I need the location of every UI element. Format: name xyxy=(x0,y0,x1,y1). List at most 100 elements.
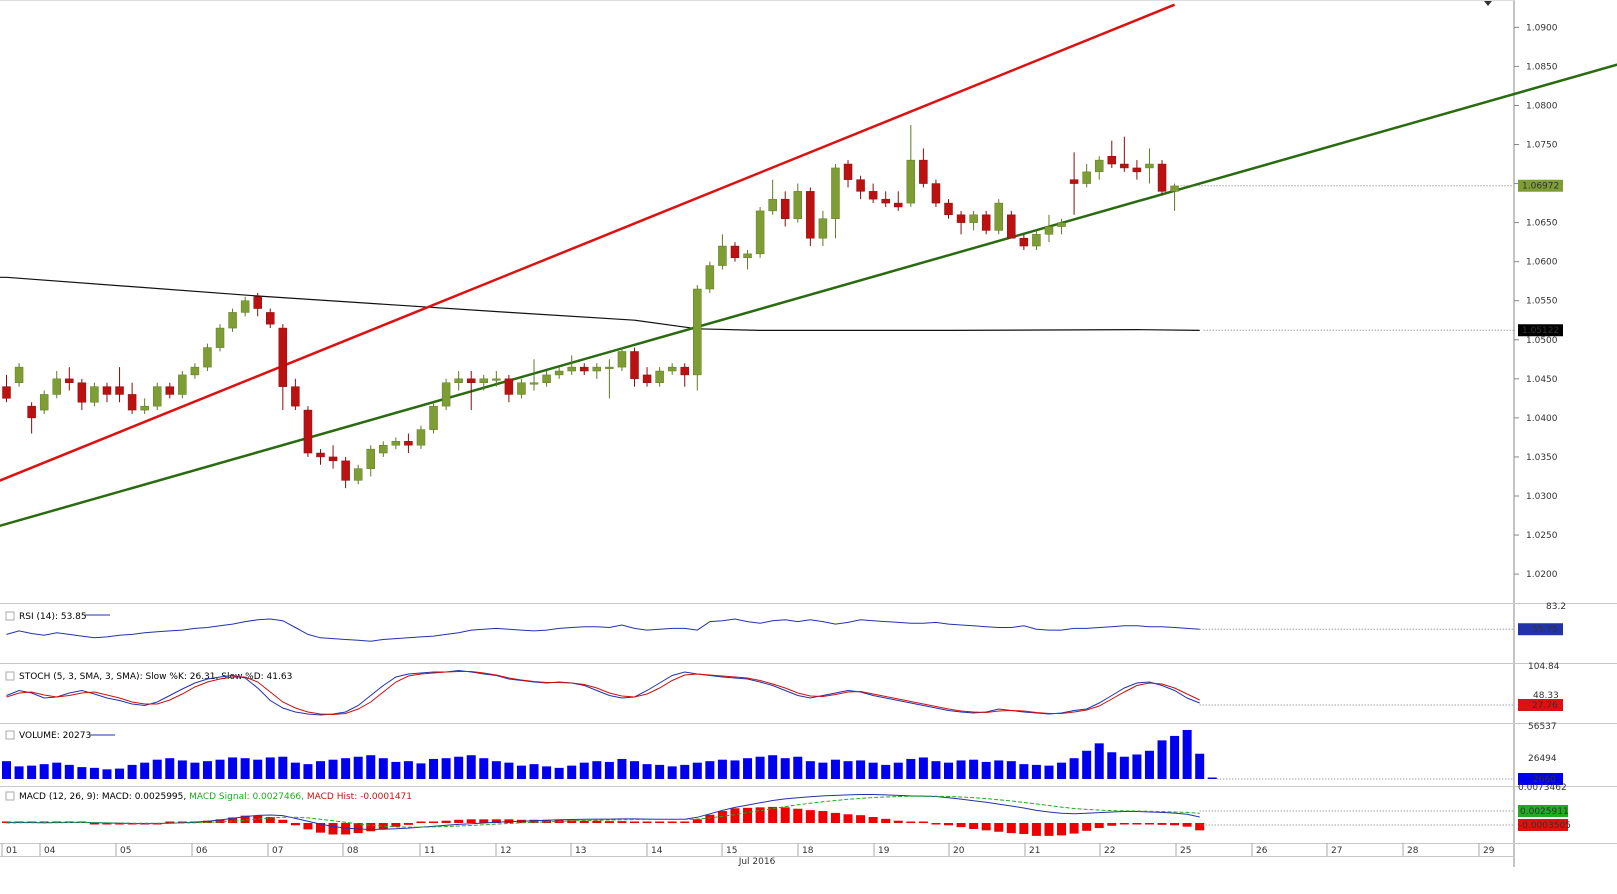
rsi-value-label: 55.75 xyxy=(1532,625,1558,635)
candle-body xyxy=(642,374,652,383)
candle xyxy=(366,445,375,477)
candle xyxy=(517,378,526,399)
candle-body xyxy=(140,405,149,411)
rsi-panel: RSI (14): 53.85 83.2 55.75 xyxy=(5,602,1566,642)
volume-bar xyxy=(981,761,991,779)
panel-close-icon[interactable] xyxy=(5,611,15,621)
volume-bar xyxy=(416,763,426,779)
volume-bar xyxy=(516,765,526,779)
macd-hist-bar xyxy=(893,820,903,823)
macd-hist-bar xyxy=(918,821,928,823)
candle xyxy=(77,378,87,411)
macd-hist-bar xyxy=(491,819,501,823)
candle-body xyxy=(303,409,313,454)
candle xyxy=(1032,230,1041,250)
macd-hist-bar xyxy=(1006,823,1016,834)
volume-bar xyxy=(931,761,941,779)
candle-body xyxy=(529,382,539,385)
price-tick-label: 1.0600 xyxy=(1526,258,1558,268)
candle-body xyxy=(39,394,49,411)
macd-hist-bar xyxy=(479,819,489,823)
candle-body xyxy=(454,378,463,383)
last-price-label: 1.06972 xyxy=(1522,182,1559,192)
candle xyxy=(1094,156,1104,180)
time-tick-label: 04 xyxy=(44,846,56,856)
macd-hist-bar xyxy=(906,821,916,823)
panel-close-icon[interactable] xyxy=(5,671,15,681)
month-label: Jul 2016 xyxy=(738,857,776,867)
candle xyxy=(780,191,790,227)
candle xyxy=(630,347,639,387)
macd-hist-bar xyxy=(1094,823,1104,829)
candle-body xyxy=(90,386,99,403)
candle xyxy=(14,363,24,387)
trendlines[interactable] xyxy=(0,3,1617,535)
candle xyxy=(868,183,878,204)
candle-body xyxy=(429,405,438,430)
candle xyxy=(492,371,501,387)
volume-bar xyxy=(780,758,790,779)
panel-close-icon[interactable] xyxy=(5,730,15,740)
volume-bar xyxy=(429,758,439,779)
candle xyxy=(102,382,112,403)
volume-bar xyxy=(27,765,37,779)
volume-bar xyxy=(403,761,413,779)
candle-body xyxy=(416,429,426,446)
candle xyxy=(152,382,162,411)
candle-body xyxy=(1120,163,1129,169)
volume-bar xyxy=(743,758,753,779)
candle xyxy=(215,324,225,352)
candle-body xyxy=(705,265,715,290)
moving-average-line xyxy=(0,276,1200,331)
candle xyxy=(1044,214,1054,243)
candle-body xyxy=(65,378,74,383)
candle xyxy=(253,292,262,317)
macd-hist-bar xyxy=(378,823,388,829)
rsi-tick-label: 83.2 xyxy=(1546,602,1566,612)
candle-body xyxy=(718,245,727,266)
candle xyxy=(705,261,715,293)
collapse-arrow-icon[interactable] xyxy=(1484,1,1492,6)
candle xyxy=(454,371,463,391)
macd-hist-bar xyxy=(868,817,878,823)
macd-hist-bar xyxy=(755,807,765,823)
macd-hist-bar xyxy=(102,823,112,825)
candle-body xyxy=(580,366,589,372)
time-tick-label: 08 xyxy=(347,846,359,856)
candle xyxy=(466,371,476,411)
candle-body xyxy=(554,370,564,376)
macd-hist-bar xyxy=(1182,823,1192,827)
volume-bar xyxy=(529,764,539,779)
volume-bar xyxy=(868,762,878,779)
lower-channel-line[interactable] xyxy=(0,5,1617,535)
candle xyxy=(1007,210,1016,239)
candle xyxy=(1069,152,1079,215)
macd-hist-bar xyxy=(1144,823,1154,825)
macd-hist-bar xyxy=(944,823,953,826)
macd-value-label: MACD (12, 26, 9): MACD: 0.0025995, xyxy=(19,792,189,802)
volume-bar xyxy=(567,765,577,779)
volume-bar xyxy=(768,755,778,779)
macd-hist-bar xyxy=(1170,823,1180,826)
candle xyxy=(718,234,727,270)
candle xyxy=(856,175,865,200)
upper-channel-line[interactable] xyxy=(0,3,1176,494)
macd-hist-bar xyxy=(630,821,639,823)
candle xyxy=(554,367,564,379)
candle-body xyxy=(806,191,815,239)
macd-hist-bar xyxy=(655,821,665,823)
volume-bar xyxy=(1082,750,1092,779)
volume-bar xyxy=(705,761,715,779)
macd-hist-bar xyxy=(165,821,175,823)
volume-bar xyxy=(994,760,1004,779)
macd-hist-bar xyxy=(1082,823,1092,831)
candle-body xyxy=(379,444,388,454)
macd-hist-bar xyxy=(177,821,187,823)
panel-close-icon[interactable] xyxy=(5,791,15,801)
volume-bar xyxy=(1182,729,1192,779)
macd-hist-bar xyxy=(1057,823,1067,836)
macd-hist-bar xyxy=(1107,823,1117,826)
volume-bar xyxy=(1069,758,1079,779)
